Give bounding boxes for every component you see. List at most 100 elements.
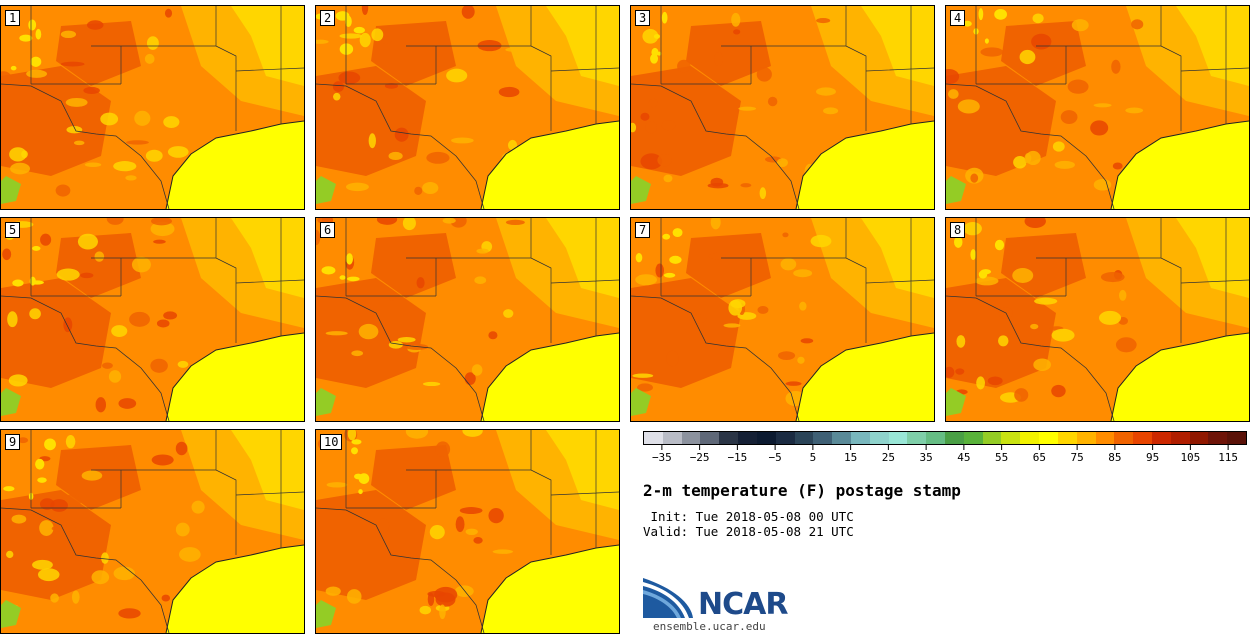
member-label: 9: [5, 434, 21, 450]
temperature-patch: [86, 20, 104, 30]
mild-region: [231, 430, 304, 510]
border-line: [1, 507, 170, 633]
temperature-patch: [161, 594, 171, 602]
cool-patch: [346, 253, 353, 265]
member-label: 7: [635, 222, 651, 238]
cool-patch: [978, 8, 984, 21]
mild-region: [231, 6, 304, 86]
colorbar-tick-label: 95: [1146, 451, 1160, 464]
temperature-patch: [488, 508, 504, 524]
cool-terrain: [631, 176, 651, 204]
temperature-patch: [361, 6, 369, 16]
temperature-patch: [60, 30, 77, 39]
temperature-patch: [10, 162, 30, 175]
colorbar-tick-label: −25: [689, 451, 710, 464]
colorbar-swatch: [1020, 432, 1040, 444]
temperature-patch: [756, 67, 772, 82]
temperature-patch: [461, 6, 475, 19]
ensemble-map-panel: 1: [0, 5, 305, 210]
temperature-patch: [998, 335, 1009, 347]
temperature-patch: [65, 435, 76, 449]
gulf-of-mexico: [1111, 333, 1249, 421]
cool-patch: [358, 489, 363, 495]
temperature-patch: [129, 311, 150, 327]
temperature-patch: [455, 516, 465, 533]
temperature-patch: [780, 258, 797, 271]
border-line: [316, 295, 485, 421]
temperature-patch: [1136, 6, 1148, 16]
temperature-patch: [163, 116, 180, 128]
cool-patch: [970, 249, 976, 261]
temperature-patch: [131, 256, 151, 273]
hot-region: [1001, 21, 1086, 86]
cool-terrain: [631, 388, 651, 416]
temperature-patch: [419, 605, 432, 615]
temperature-patch: [26, 69, 48, 78]
temperature-patch: [358, 323, 379, 340]
colorbar-swatch: [813, 432, 833, 444]
temperature-patch: [316, 229, 321, 246]
temperature-patch: [151, 218, 172, 226]
temperature-patch: [118, 398, 137, 409]
temperature-patch: [50, 593, 59, 603]
temperature-patch: [1054, 160, 1075, 169]
temperature-patch: [797, 356, 805, 364]
temperature-patch: [714, 51, 723, 67]
cool-patch: [662, 233, 671, 240]
temperature-patch: [153, 239, 166, 244]
member-label: 1: [5, 10, 21, 26]
mild-region: [1176, 6, 1249, 86]
border-line: [1, 83, 170, 209]
temperature-patch: [730, 299, 746, 309]
temperature-patch: [955, 368, 965, 375]
ensemble-map-panel: 2: [315, 5, 620, 210]
state-borders: [660, 218, 934, 343]
mild-region: [231, 218, 304, 298]
temperature-patch: [1033, 358, 1051, 372]
temperature-patch: [371, 28, 384, 42]
colorbar-swatch: [888, 432, 908, 444]
colorbar-swatch: [926, 432, 945, 444]
temperature-patch: [505, 219, 525, 225]
mild-region: [861, 6, 934, 86]
colorbar-labels: −35 −25 −15 −5 5 15 25 35 45 55 65 75 85 95 105 115: [643, 451, 1247, 465]
state-borders: [30, 218, 304, 343]
temperature-patch: [60, 61, 85, 67]
temperature-patch: [666, 350, 679, 367]
temperature-patch: [63, 317, 73, 333]
colorbar-tick-label: 85: [1108, 451, 1122, 464]
colorbar-swatch: [1001, 432, 1021, 444]
state-borders: [975, 218, 1249, 343]
temperature-patch: [167, 146, 189, 158]
member-label: 5: [5, 222, 21, 238]
temperature-patch: [91, 570, 110, 585]
ensemble-map-panel: 6: [315, 217, 620, 422]
border-line: [316, 83, 485, 209]
temperature-patch: [459, 507, 483, 514]
temperature-patch: [503, 309, 514, 318]
cool-patch: [345, 15, 352, 27]
colorbar-tick-label: 45: [957, 451, 971, 464]
temperature-patch: [1115, 337, 1137, 353]
colorbar-swatch: [963, 432, 983, 444]
state-borders: [30, 6, 304, 131]
colorbar-swatch: [1076, 432, 1096, 444]
cool-patch: [669, 255, 682, 264]
ensemble-map-panel: 7: [630, 217, 935, 422]
temperature-patch: [83, 86, 100, 95]
temperature-patch: [102, 362, 113, 369]
temperature-patch: [95, 397, 107, 413]
border-line: [316, 507, 485, 633]
hot-region: [316, 490, 426, 600]
temperature-patch: [191, 500, 205, 514]
ensemble-map-panel: 5: [0, 217, 305, 422]
cool-patch: [963, 20, 972, 27]
colorbar-swatch: [1095, 432, 1115, 444]
temperature-patch: [368, 133, 376, 149]
cool-patch: [10, 65, 17, 71]
cool-patch: [653, 34, 660, 39]
temperature-patch: [146, 36, 159, 50]
temperature-patch: [156, 319, 170, 328]
temperature-patch: [776, 158, 788, 167]
colorbar-swatch: [644, 432, 663, 444]
